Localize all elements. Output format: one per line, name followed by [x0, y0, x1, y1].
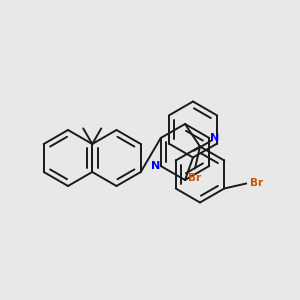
Text: N: N: [210, 133, 219, 143]
Text: Br: Br: [188, 173, 202, 184]
Text: Br: Br: [250, 178, 263, 188]
Text: N: N: [151, 161, 160, 171]
